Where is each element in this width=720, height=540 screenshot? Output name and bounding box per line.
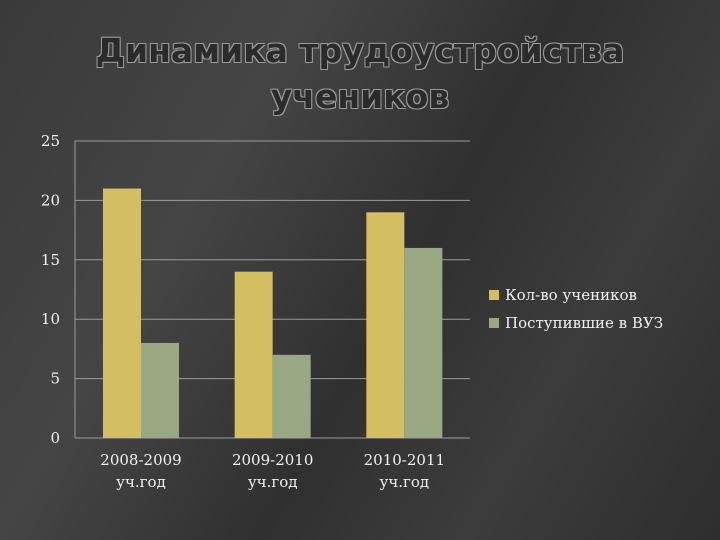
y-tick-label: 10 [41, 310, 60, 328]
bar [141, 342, 179, 438]
slide-title: Динамика трудоустройства учеников [60, 28, 660, 120]
y-tick-label: 5 [50, 370, 60, 388]
y-tick-label: 20 [41, 191, 60, 209]
y-tick-label: 0 [50, 429, 60, 447]
slide-title-line-2: учеников [270, 77, 450, 116]
slide-title-line-1: Динамика трудоустройства [95, 31, 625, 70]
x-tick-label: 2009-2010 уч.год [232, 451, 313, 491]
legend-label: Поступившие в ВУЗ [505, 314, 663, 332]
legend-label: Кол-во учеников [505, 286, 637, 304]
bar [103, 188, 141, 438]
x-tick-label: 2008-2009 уч.год [100, 451, 181, 491]
legend-swatch [489, 290, 499, 300]
bar [404, 247, 443, 438]
x-tick-label: 2010-2011 уч.год [364, 451, 445, 491]
legend-swatch [489, 318, 499, 328]
bar [366, 212, 405, 438]
bar [272, 354, 311, 438]
y-tick-label: 15 [41, 251, 60, 269]
bar [234, 271, 273, 438]
y-tick-label: 25 [41, 132, 60, 150]
